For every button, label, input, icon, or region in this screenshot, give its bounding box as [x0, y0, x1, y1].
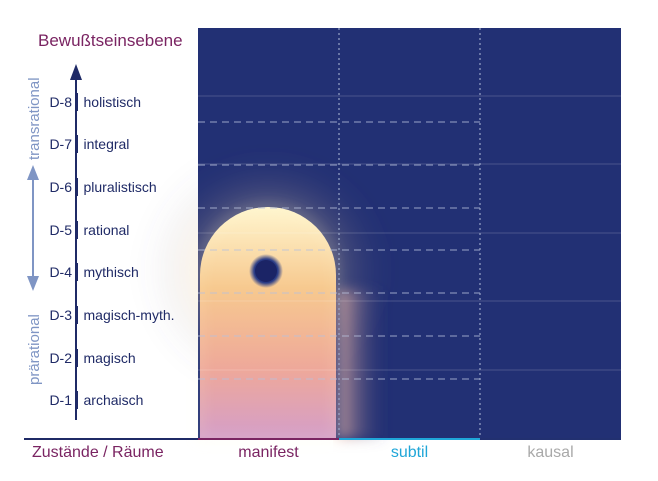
- level-row: D-8 holistisch: [49, 93, 142, 111]
- column-label-manifest: manifest: [238, 444, 299, 461]
- level-row: D-2 magisch: [49, 349, 136, 367]
- column-separators: [338, 28, 481, 439]
- axis-title-level: Bewußtseinsebene: [38, 31, 183, 50]
- level-row: D-4 mythisch: [49, 263, 139, 281]
- level-gridlines: [198, 95, 621, 371]
- level-row: D-5 rational: [49, 221, 130, 239]
- level-dashed-lines: [198, 121, 480, 380]
- level-row: D-7 integral: [49, 135, 130, 153]
- level-row: D-6 pluralistisch: [49, 178, 157, 196]
- glow-region-manifest: [200, 207, 336, 439]
- level-row: D-3 magisch-myth.: [49, 306, 175, 324]
- column-label-subtil: subtil: [390, 444, 429, 461]
- axis-title-states: Zustände / Räume: [32, 444, 164, 461]
- label-transrational: transrational: [26, 77, 43, 160]
- column-label-kausal: kausal: [527, 444, 574, 461]
- label-praerational: prärational: [26, 314, 43, 385]
- level-row: D-1 archaisch: [49, 391, 144, 409]
